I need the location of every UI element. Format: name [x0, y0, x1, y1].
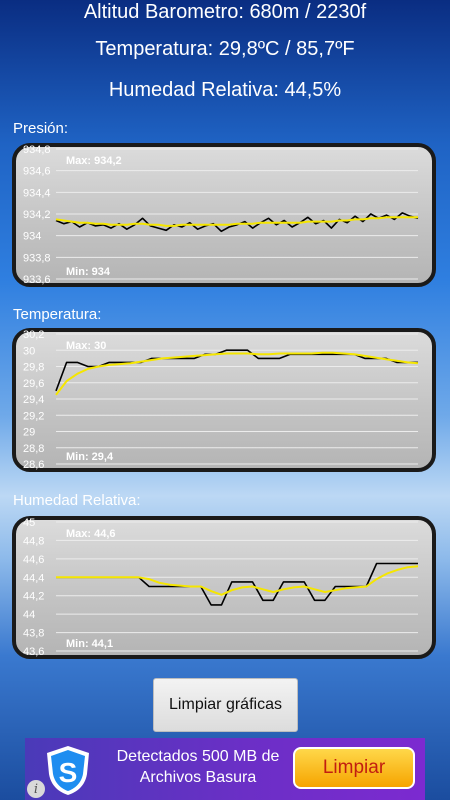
pressure-series-line-1: [55, 216, 418, 227]
humidity-tick-label: 44,8: [23, 535, 44, 547]
humidity-chart-svg: 45 44,8 44,6 44,4 44,2 44 43,8 43,6 Max: 44,6 Min…: [12, 516, 436, 659]
temperature-tick-label: 29,4: [23, 394, 44, 406]
clear-charts-button[interactable]: Limpiar gráficas: [153, 678, 298, 732]
humidity-tick-label: 44,2: [23, 591, 44, 603]
humidity-tick-label: 44: [23, 609, 35, 621]
humidity-tick-label: 45: [23, 517, 35, 529]
pressure-tick-label: 934,4: [23, 187, 51, 199]
temperature-chart: 30,2 30 29,8 29,6 29,4 29,2 29 28,8 28,6 Max: 30 M…: [12, 328, 436, 472]
temperature-tick-label: 29,8: [23, 362, 44, 374]
humidity-section-label: Humedad Relativa:: [13, 492, 141, 509]
temperature-tick-label: 30: [23, 345, 35, 357]
temperature-max-label: Max: 30: [66, 340, 106, 352]
pressure-tick-label: 934,2: [23, 209, 51, 221]
pressure-chart-panel: [12, 143, 436, 287]
humidity-readout: Humedad Relativa: 44,5%: [108, 79, 342, 101]
pressure-tick-label: 934: [23, 231, 41, 243]
pressure-tick-label: 934,6: [23, 166, 51, 178]
temperature-min-label: Min: 29,4: [66, 451, 114, 463]
temperature-tick-label: 29: [23, 427, 35, 439]
pressure-section-label: Presión:: [13, 120, 69, 137]
temperature-tick-label: 30,2: [23, 329, 44, 341]
temperature-section-label: Temperatura:: [13, 306, 102, 323]
humidity-min-label: Min: 44,1: [66, 638, 113, 650]
humidity-chart: 45 44,8 44,6 44,4 44,2 44 43,8 43,6 Max: 44,6 Min…: [12, 516, 436, 659]
pressure-tick-label: 933,8: [23, 252, 51, 264]
pressure-chart: 934,8 934,6 934,4 934,2 934 933,8 933,6 Max: 93…: [12, 143, 436, 287]
temperature-tick-label: 28,6: [23, 459, 44, 471]
shield-logo-icon: S: [47, 746, 89, 795]
humidity-tick-label: 44,6: [23, 554, 44, 566]
humidity-tick-label: 44,4: [23, 572, 44, 584]
humidity-chart-panel: [12, 516, 436, 659]
humidity-series-line-1: [56, 565, 419, 596]
temperature-readout: Temperatura: 29,8ºC / 85,7ºF: [95, 38, 355, 60]
altitude-readout: Altitud Barometro: 680m / 2230f: [83, 1, 367, 23]
temperature-tick-label: 29,2: [23, 410, 44, 422]
humidity-tick-label: 43,8: [23, 628, 44, 640]
pressure-tick-label: 933,6: [23, 274, 51, 286]
pressure-max-label: Max: 934,2: [66, 155, 122, 167]
pressure-chart-svg: 934,8 934,6 934,4 934,2 934 933,8 933,6 Max: 93…: [12, 143, 436, 287]
ad-banner[interactable]: S Detectados 500 MB de Archivos Basura L…: [25, 738, 425, 800]
temperature-tick-label: 29,6: [23, 378, 44, 390]
pressure-tick-label: 934,8: [23, 144, 51, 156]
ad-text: Detectados 500 MB de Archivos Basura: [116, 748, 280, 786]
svg-text:S: S: [59, 757, 78, 788]
temperature-series-line-1: [55, 351, 419, 396]
ad-info-icon[interactable]: i: [27, 780, 45, 798]
humidity-max-label: Max: 44,6: [66, 528, 116, 540]
humidity-tick-label: 43,6: [23, 646, 44, 658]
pressure-min-label: Min: 934: [66, 266, 111, 278]
ad-clean-button[interactable]: Limpiar: [293, 747, 415, 789]
temperature-tick-label: 28,8: [23, 443, 44, 455]
temperature-chart-svg: 30,2 30 29,8 29,6 29,4 29,2 29 28,8 28,6 Max: 30 M…: [12, 328, 436, 472]
